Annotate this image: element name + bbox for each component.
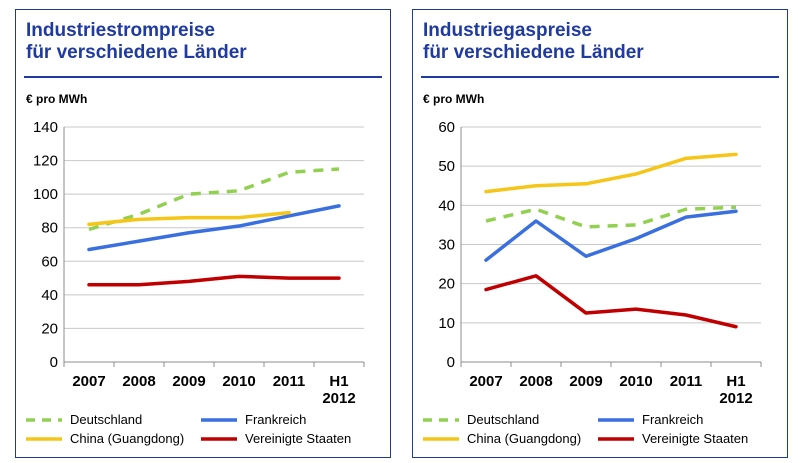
series-line-deutschland <box>88 167 340 232</box>
chart-title: Industriegaspreise für verschiedene Länd… <box>423 20 644 64</box>
line-chart-strom: 0 20 40 60 80 100 120 140 2007 2008 2009 2010 2011 H1… <box>33 119 365 407</box>
x-tick-label: H1 2012 <box>322 373 355 407</box>
chart-title: Industriestrompreise für verschiedene Lä… <box>26 20 247 64</box>
y-tick-label: 10 <box>438 315 455 332</box>
x-tick-label: 2010 <box>222 373 255 390</box>
title-divider <box>421 76 779 78</box>
legend-label: Frankreich <box>245 412 307 427</box>
title-line-1: Industriegaspreise <box>423 20 592 41</box>
panel-industriegaspreise: Industriegaspreise für verschiedene Länd… <box>412 9 788 458</box>
legend-label: Frankreich <box>642 412 704 427</box>
x-tick-label: 2011 <box>670 373 703 390</box>
legend-item-vereinigte-staaten: Vereinigte Staaten <box>199 431 351 446</box>
y-tick-label: 40 <box>41 287 58 304</box>
y-tick-label: 20 <box>438 276 455 293</box>
x-tick-label: 2007 <box>72 373 105 390</box>
y-tick-label: 30 <box>438 237 455 254</box>
unit-label: € pro MWh <box>423 92 485 106</box>
series-line-china-guangdong <box>484 152 738 194</box>
series-line-vereinigte-staaten <box>87 274 341 287</box>
legend-label: Vereinigte Staaten <box>642 431 749 446</box>
legend: Deutschland Frankreich China (Guangdong) Ve… <box>421 412 781 452</box>
legend: Deutschland Frankreich China (Guangdong) Ve… <box>24 412 384 452</box>
legend-label: China (Guangdong) <box>70 431 185 446</box>
legend-label: Deutschland <box>467 412 540 427</box>
x-tick-label: 2009 <box>172 373 205 390</box>
x-tick-label: 2010 <box>619 373 652 390</box>
series-line-vereinigte-staaten <box>484 274 738 329</box>
y-tick-label: 80 <box>41 220 58 237</box>
y-tick-label: 0 <box>447 354 455 371</box>
legend-label: Deutschland <box>70 412 143 427</box>
y-tick-label: 120 <box>33 153 58 170</box>
unit-label: € pro MWh <box>26 92 88 106</box>
legend-item-deutschland: Deutschland <box>421 412 539 427</box>
y-tick-label: 140 <box>33 119 58 136</box>
legend-item-china-guangdong: China (Guangdong) <box>24 431 184 446</box>
series-line-frankreich <box>87 204 341 252</box>
x-tick-label: 2007 <box>469 373 502 390</box>
legend-swatch <box>201 417 237 422</box>
x-tick-label: H1 2012 <box>719 373 752 407</box>
title-line-2: für verschiedene Länder <box>26 42 247 63</box>
legend-swatch <box>423 417 459 422</box>
y-tick-label: 60 <box>41 253 58 270</box>
series-line-frankreich <box>484 209 738 262</box>
legend-item-vereinigte-staaten: Vereinigte Staaten <box>596 431 748 446</box>
y-tick-label: 50 <box>438 158 455 175</box>
series-line-deutschland <box>485 205 737 229</box>
legend-label: Vereinigte Staaten <box>245 431 352 446</box>
legend-swatch <box>26 436 62 441</box>
y-tick-label: 0 <box>50 354 58 371</box>
title-divider <box>24 76 382 78</box>
x-tick-label: 2008 <box>519 373 552 390</box>
x-tick-label: 2009 <box>569 373 602 390</box>
legend-swatch <box>598 417 634 422</box>
legend-swatch <box>26 417 62 422</box>
series-line-china-guangdong <box>87 210 291 227</box>
legend-swatch <box>598 436 634 441</box>
legend-item-frankreich: Frankreich <box>199 412 306 427</box>
legend-swatch <box>423 436 459 441</box>
y-tick-label: 100 <box>33 186 58 203</box>
legend-item-frankreich: Frankreich <box>596 412 703 427</box>
y-tick-label: 20 <box>41 320 58 337</box>
y-tick-label: 40 <box>438 197 455 214</box>
title-line-1: Industriestrompreise <box>26 20 215 41</box>
legend-item-deutschland: Deutschland <box>24 412 142 427</box>
x-tick-label: 2011 <box>273 373 306 390</box>
legend-label: China (Guangdong) <box>467 431 582 446</box>
legend-item-china-guangdong: China (Guangdong) <box>421 431 581 446</box>
panel-industriestrompreise: Industriestrompreise für verschiedene Lä… <box>15 9 391 458</box>
line-chart-gas: 0 10 20 30 40 50 60 2007 2008 2009 2010 2011 H1 2012 <box>438 119 762 407</box>
x-tick-label: 2008 <box>122 373 155 390</box>
legend-swatch <box>201 436 237 441</box>
y-tick-label: 60 <box>438 119 455 136</box>
title-line-2: für verschiedene Länder <box>423 42 644 63</box>
